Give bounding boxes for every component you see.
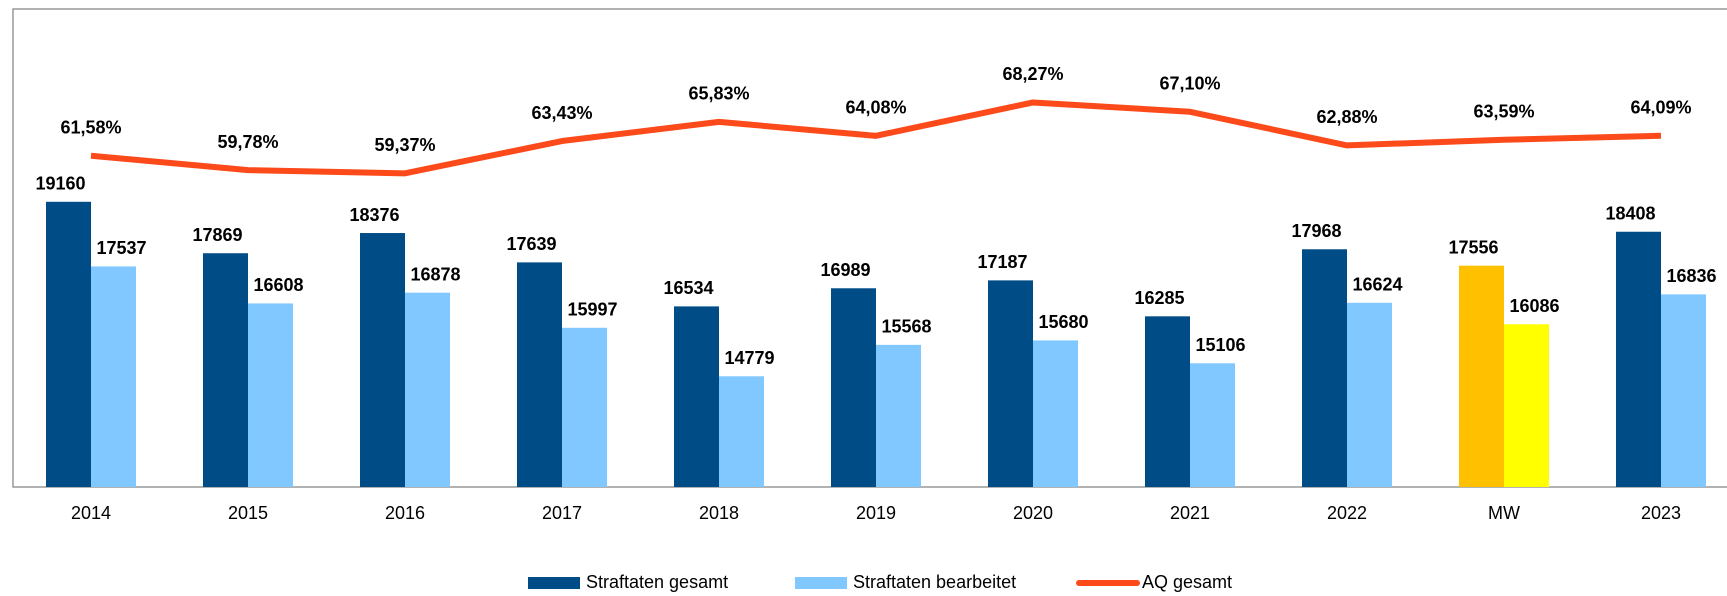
bar-value-label: 17187 — [977, 252, 1027, 272]
bar-value-label: 17869 — [192, 225, 242, 245]
x-tick-label: 2019 — [856, 503, 896, 523]
bar-value-label: 15680 — [1038, 312, 1088, 332]
bar-value-label: 16534 — [663, 278, 713, 298]
bar-value-label: 15106 — [1195, 335, 1245, 355]
line-value-label: 65,83% — [688, 84, 749, 104]
bar — [248, 303, 293, 487]
x-tick-label: 2018 — [699, 503, 739, 523]
bar-value-label: 17968 — [1291, 221, 1341, 241]
bar-value-label: 16878 — [410, 264, 460, 284]
bar-value-label: 17537 — [96, 238, 146, 258]
bar — [674, 306, 719, 487]
bar — [360, 233, 405, 487]
bar — [1616, 231, 1661, 487]
bar — [1347, 302, 1392, 487]
x-tick-label: 2017 — [542, 503, 582, 523]
bar — [719, 376, 764, 487]
line-value-label: 64,08% — [845, 98, 906, 118]
bar-value-label: 17556 — [1448, 237, 1498, 257]
bar — [1145, 316, 1190, 487]
bar-value-label: 15997 — [567, 300, 617, 320]
line-value-label: 62,88% — [1316, 107, 1377, 127]
bar-value-label: 19160 — [35, 174, 85, 194]
bar — [46, 201, 91, 487]
bar — [203, 253, 248, 487]
x-tick-label: 2015 — [228, 503, 268, 523]
line-value-label: 61,58% — [60, 117, 121, 137]
bar — [1190, 363, 1235, 487]
legend-label: Straftaten bearbeitet — [853, 572, 1016, 592]
line-value-label: 59,78% — [217, 132, 278, 152]
line-value-label: 59,37% — [374, 135, 435, 155]
line — [90, 99, 1662, 177]
bar-value-label: 14779 — [724, 348, 774, 368]
line-value-label: 63,59% — [1473, 101, 1534, 121]
x-tick-label: 2016 — [385, 503, 425, 523]
legend-swatch — [528, 577, 580, 589]
bar — [831, 288, 876, 487]
line-value-label: 64,09% — [1630, 97, 1691, 117]
x-tick-label: 2021 — [1170, 503, 1210, 523]
bar-value-label: 16608 — [253, 275, 303, 295]
bar — [876, 344, 921, 487]
bar — [517, 262, 562, 487]
bar-value-label: 16086 — [1509, 296, 1559, 316]
bar — [1033, 340, 1078, 487]
bar — [91, 266, 136, 487]
line-value-label: 68,27% — [1002, 64, 1063, 84]
x-tick-label: 2023 — [1641, 503, 1681, 523]
bar — [988, 280, 1033, 487]
x-tick-label: 2014 — [71, 503, 111, 523]
legend-label: AQ gesamt — [1142, 572, 1232, 592]
x-tick-label: MW — [1488, 503, 1520, 523]
bar — [562, 327, 607, 487]
bar — [1459, 265, 1504, 487]
line-value-label: 67,10% — [1159, 74, 1220, 94]
bar — [1504, 324, 1549, 487]
bar — [405, 292, 450, 487]
x-tick-label: 2020 — [1013, 503, 1053, 523]
bar — [1661, 294, 1706, 487]
bar-value-label: 18376 — [349, 205, 399, 225]
bar-value-label: 16285 — [1134, 288, 1184, 308]
bar-value-label: 16989 — [820, 260, 870, 280]
bar-value-label: 17639 — [506, 234, 556, 254]
bar-value-label: 15568 — [881, 317, 931, 337]
legend-swatch — [795, 577, 847, 589]
x-tick-label: 2022 — [1327, 503, 1367, 523]
bar-value-label: 16624 — [1352, 275, 1402, 295]
line-value-label: 63,43% — [531, 103, 592, 123]
bar — [1302, 249, 1347, 487]
bar-value-label: 16836 — [1666, 266, 1716, 286]
legend-label: Straftaten gesamt — [586, 572, 728, 592]
bar-value-label: 18408 — [1605, 203, 1655, 223]
